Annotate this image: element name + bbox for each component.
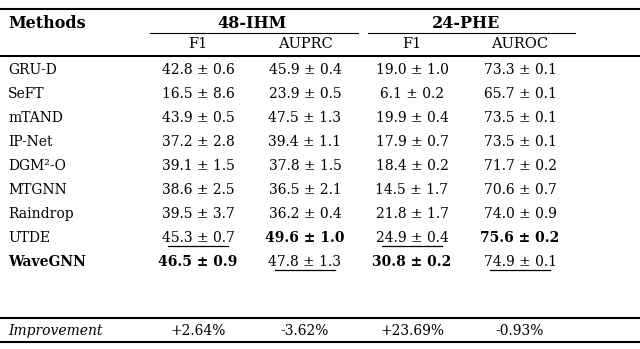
Text: 23.9 ± 0.5: 23.9 ± 0.5 [269, 87, 341, 101]
Text: 70.6 ± 0.7: 70.6 ± 0.7 [484, 183, 556, 197]
Text: Raindrop: Raindrop [8, 207, 74, 221]
Text: 73.5 ± 0.1: 73.5 ± 0.1 [484, 135, 556, 149]
Text: AUROC: AUROC [492, 37, 548, 51]
Text: 43.9 ± 0.5: 43.9 ± 0.5 [162, 111, 234, 125]
Text: IP-Net: IP-Net [8, 135, 52, 149]
Text: F1: F1 [188, 37, 207, 51]
Text: 17.9 ± 0.7: 17.9 ± 0.7 [376, 135, 449, 149]
Text: 74.9 ± 0.1: 74.9 ± 0.1 [483, 255, 557, 269]
Text: 39.1 ± 1.5: 39.1 ± 1.5 [161, 159, 234, 173]
Text: F1: F1 [403, 37, 422, 51]
Text: 73.5 ± 0.1: 73.5 ± 0.1 [484, 111, 556, 125]
Text: +2.64%: +2.64% [170, 324, 226, 338]
Text: Improvement: Improvement [8, 324, 102, 338]
Text: -0.93%: -0.93% [496, 324, 544, 338]
Text: 19.9 ± 0.4: 19.9 ± 0.4 [376, 111, 449, 125]
Text: -3.62%: -3.62% [281, 324, 329, 338]
Text: UTDE: UTDE [8, 231, 50, 245]
Text: 6.1 ± 0.2: 6.1 ± 0.2 [380, 87, 444, 101]
Text: mTAND: mTAND [8, 111, 63, 125]
Text: 48-IHM: 48-IHM [217, 15, 286, 31]
Text: 39.5 ± 3.7: 39.5 ± 3.7 [162, 207, 234, 221]
Text: MTGNN: MTGNN [8, 183, 67, 197]
Text: 38.6 ± 2.5: 38.6 ± 2.5 [162, 183, 234, 197]
Text: 73.3 ± 0.1: 73.3 ± 0.1 [484, 63, 556, 77]
Text: 18.4 ± 0.2: 18.4 ± 0.2 [376, 159, 449, 173]
Text: 49.6 ± 1.0: 49.6 ± 1.0 [265, 231, 345, 245]
Text: DGM²-O: DGM²-O [8, 159, 66, 173]
Text: 36.5 ± 2.1: 36.5 ± 2.1 [269, 183, 341, 197]
Text: 47.8 ± 1.3: 47.8 ± 1.3 [269, 255, 342, 269]
Text: WaveGNN: WaveGNN [8, 255, 86, 269]
Text: 37.8 ± 1.5: 37.8 ± 1.5 [269, 159, 341, 173]
Text: 30.8 ± 0.2: 30.8 ± 0.2 [372, 255, 452, 269]
Text: 45.3 ± 0.7: 45.3 ± 0.7 [161, 231, 234, 245]
Text: 71.7 ± 0.2: 71.7 ± 0.2 [483, 159, 557, 173]
Text: 74.0 ± 0.9: 74.0 ± 0.9 [484, 207, 556, 221]
Text: 75.6 ± 0.2: 75.6 ± 0.2 [481, 231, 559, 245]
Text: 19.0 ± 1.0: 19.0 ± 1.0 [376, 63, 449, 77]
Text: AUPRC: AUPRC [278, 37, 332, 51]
Text: Methods: Methods [8, 15, 86, 31]
Text: 36.2 ± 0.4: 36.2 ± 0.4 [269, 207, 341, 221]
Text: 45.9 ± 0.4: 45.9 ± 0.4 [269, 63, 341, 77]
Text: 39.4 ± 1.1: 39.4 ± 1.1 [269, 135, 342, 149]
Text: 65.7 ± 0.1: 65.7 ± 0.1 [484, 87, 556, 101]
Text: 24.9 ± 0.4: 24.9 ± 0.4 [376, 231, 449, 245]
Text: 46.5 ± 0.9: 46.5 ± 0.9 [158, 255, 237, 269]
Text: 42.8 ± 0.6: 42.8 ± 0.6 [162, 63, 234, 77]
Text: 16.5 ± 8.6: 16.5 ± 8.6 [162, 87, 234, 101]
Text: 24-PHE: 24-PHE [432, 15, 500, 31]
Text: GRU-D: GRU-D [8, 63, 57, 77]
Text: +23.69%: +23.69% [380, 324, 444, 338]
Text: 21.8 ± 1.7: 21.8 ± 1.7 [376, 207, 449, 221]
Text: 37.2 ± 2.8: 37.2 ± 2.8 [162, 135, 234, 149]
Text: 47.5 ± 1.3: 47.5 ± 1.3 [269, 111, 342, 125]
Text: SeFT: SeFT [8, 87, 45, 101]
Text: 14.5 ± 1.7: 14.5 ± 1.7 [376, 183, 449, 197]
